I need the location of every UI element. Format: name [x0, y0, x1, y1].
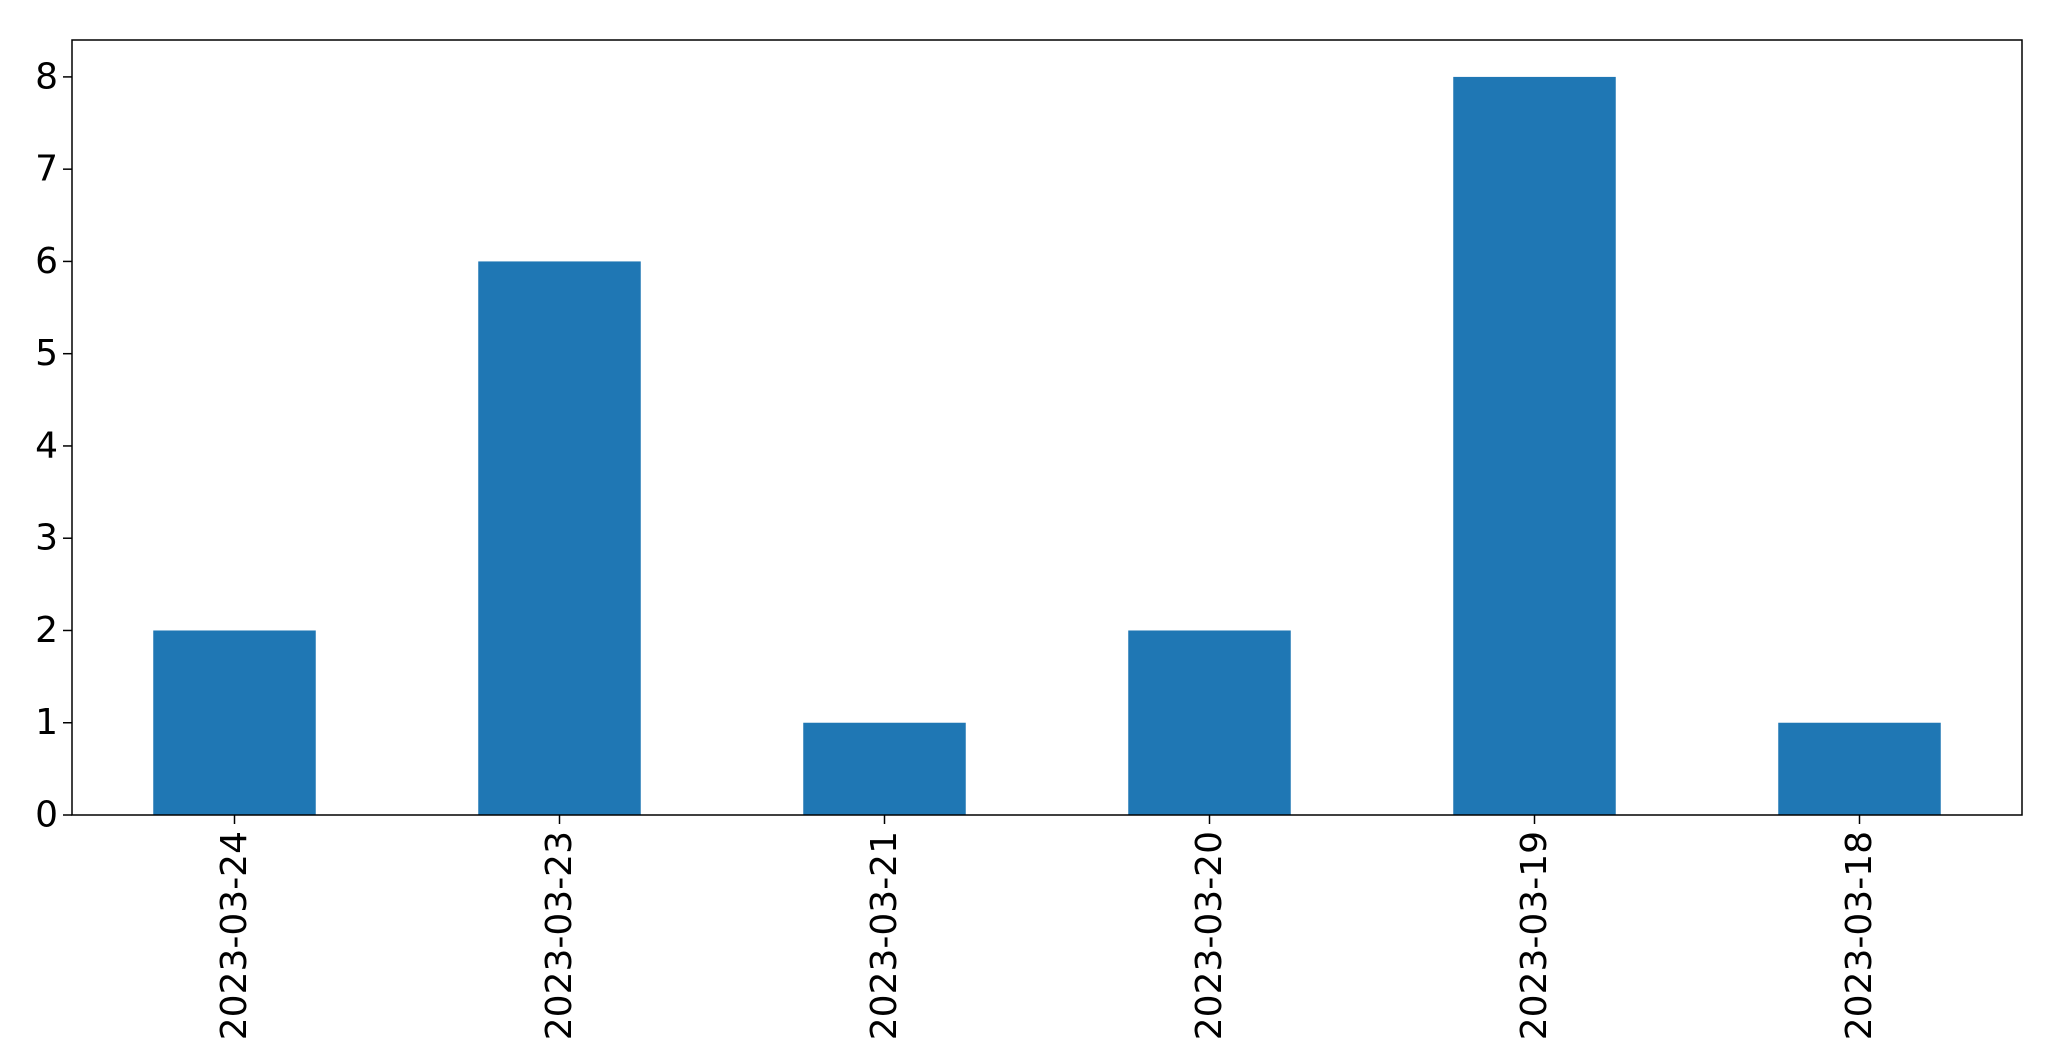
bar-2023-03-20 — [1128, 630, 1291, 815]
y-tick-label: 0 — [35, 795, 58, 836]
x-tick-label: 2023-03-20 — [1189, 831, 1230, 1040]
x-axis: 2023-03-24 2023-03-23 2023-03-21 2023-03-20… — [214, 815, 1880, 1040]
y-tick-label: 1 — [35, 702, 58, 743]
bar-2023-03-18 — [1778, 722, 1941, 815]
x-tick-label: 2023-03-21 — [864, 831, 905, 1040]
y-tick-label: 3 — [35, 518, 58, 559]
bars-layer — [153, 76, 1941, 815]
plot-frame — [71, 39, 2023, 816]
bar-2023-03-19 — [1453, 76, 1616, 815]
y-tick-label: 5 — [35, 333, 58, 374]
bar-2023-03-21 — [803, 722, 966, 815]
x-tick-label: 2023-03-24 — [214, 831, 255, 1040]
x-tick-label: 2023-03-18 — [1839, 831, 1880, 1040]
y-tick-label: 4 — [35, 425, 58, 466]
x-tick-label: 2023-03-19 — [1514, 831, 1555, 1040]
y-tick-label: 7 — [35, 149, 58, 190]
y-tick-label: 2 — [35, 610, 58, 651]
y-axis: 0 1 2 3 4 5 6 7 8 — [35, 56, 72, 836]
y-tick-label: 8 — [35, 56, 58, 97]
bar-2023-03-23 — [478, 261, 641, 815]
bar-2023-03-24 — [153, 630, 316, 815]
x-tick-label: 2023-03-23 — [539, 831, 580, 1040]
y-tick-label: 6 — [35, 241, 58, 282]
